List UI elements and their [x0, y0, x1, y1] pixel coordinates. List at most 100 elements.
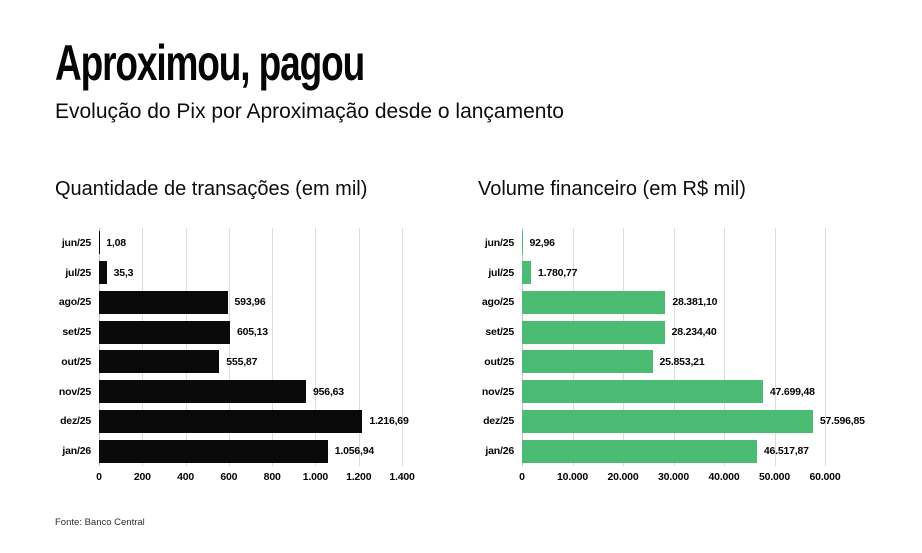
x-axis-tick-label: 60.000	[809, 471, 841, 483]
x-axis-tick-label: 20.000	[607, 471, 639, 483]
category-label: out/25	[484, 355, 514, 368]
bar-row: 57.596,85	[522, 407, 865, 437]
gridline	[522, 228, 523, 466]
bar-jul-25	[522, 261, 531, 285]
chart-title-quantity: Quantidade de transações (em mil)	[55, 178, 368, 200]
x-axis-tick-label: 30.000	[658, 471, 689, 483]
category-label: jan/26	[62, 445, 91, 458]
bar-ago-25	[522, 290, 666, 314]
bar-row: 593,96	[99, 288, 402, 318]
value-label: 46.517,87	[763, 445, 809, 458]
bar-row: 28.234,40	[522, 317, 825, 347]
chart-financial-volume: Volume financeiro (em R$ mil) jun/25 jul/…	[478, 178, 865, 489]
category-label: nov/25	[58, 385, 91, 398]
x-axis-tick-label: 0	[519, 471, 525, 483]
gridline	[185, 228, 187, 466]
gridline	[572, 228, 574, 466]
bar-dez-25	[522, 409, 813, 433]
bar-track: 1,08 35,3 593,96 605,13 555,87 956,63 1.216,69…	[99, 228, 409, 466]
value-label: 25.853,21	[659, 355, 705, 368]
x-axis-quantity: 0 200 400 600 800 1.000 1.200 1.400	[96, 471, 415, 489]
chart-title-volume: Volume financeiro (em R$ mil)	[478, 178, 746, 200]
bar-out-25	[522, 350, 653, 374]
category-label: dez/25	[483, 415, 514, 428]
bar-row: 956,63	[99, 377, 402, 407]
x-axis-tick-label: 40.000	[708, 471, 740, 483]
plot-area-volume: jun/25 jul/25 ago/25 set/25 out/25 nov/25 dez/…	[478, 228, 865, 466]
value-label: 28.381,10	[672, 296, 718, 309]
gridline	[402, 228, 403, 466]
value-label: 1.056,94	[334, 445, 375, 458]
x-axis-tick-label: 200	[133, 471, 151, 483]
page-subtitle: Evolução do Pix por Aproximação desde o …	[55, 100, 564, 123]
x-axis-tick-label: 0	[96, 471, 102, 483]
value-label: 47.699,48	[769, 385, 815, 398]
bar-row: 46.517,87	[522, 436, 825, 466]
x-axis-tick-label: 600	[220, 471, 238, 483]
bar-set-25	[522, 320, 665, 344]
value-label: 1.780,77	[537, 266, 578, 279]
page-title-text: Aproximou, pagou	[55, 35, 365, 91]
category-label: set/25	[62, 326, 91, 339]
gridline	[315, 228, 317, 466]
bar-row: 1,08	[99, 228, 402, 258]
bar-set-25	[99, 320, 230, 344]
page-title: Aproximou, pagou	[55, 38, 867, 88]
value-label: 92,96	[529, 236, 555, 249]
gridline	[272, 228, 274, 466]
value-label: 1,08	[106, 236, 126, 249]
bar-row: 92,96	[522, 228, 825, 258]
category-label: set/25	[485, 326, 514, 339]
bar-row: 35,3	[99, 258, 402, 288]
charts-row: Quantidade de transações (em mil) jun/25…	[55, 178, 867, 489]
bar-nov-25	[522, 380, 763, 404]
category-label: jan/26	[485, 445, 514, 458]
gridline	[228, 228, 230, 466]
value-label: 956,63	[313, 385, 344, 398]
plot-area-quantity: jun/25 jul/25 ago/25 set/25 out/25 nov/25 dez/…	[55, 228, 409, 466]
bar-track: 92,96 1.780,77 28.381,10 28.234,40 25.853,21…	[522, 228, 865, 466]
x-axis-tick-label: 50.000	[759, 471, 790, 483]
gridline	[724, 228, 725, 466]
category-labels: jun/25 jul/25 ago/25 set/25 out/25 nov/25 dez/…	[478, 228, 522, 466]
bar-jan-26	[99, 439, 328, 463]
x-axis-tick-label: 10.000	[557, 471, 588, 483]
x-axis-tick-label: 400	[177, 471, 195, 483]
source-note: Fonte: Banco Central	[55, 517, 145, 528]
x-axis-tick-label: 1.000	[302, 471, 329, 483]
gridline	[142, 228, 144, 466]
gridline	[623, 228, 624, 466]
value-label: 57.596,85	[819, 415, 865, 428]
bar-row: 1.056,94	[99, 436, 402, 466]
x-axis-tick-label: 800	[263, 471, 281, 483]
bar-out-25	[99, 350, 220, 374]
bar-ago-25	[99, 290, 228, 314]
category-label: jul/25	[65, 266, 91, 279]
value-label: 593,96	[234, 296, 266, 309]
x-axis-volume: 0 10.000 20.000 30.000 40.000 50.000 60.000	[519, 471, 840, 489]
bar-jul-25	[99, 261, 107, 285]
bar-row: 555,87	[99, 347, 402, 377]
category-label: nov/25	[481, 385, 514, 398]
gridline	[774, 228, 776, 466]
gridline	[358, 228, 360, 466]
category-label: dez/25	[60, 415, 91, 428]
value-label: 28.234,40	[671, 326, 717, 339]
category-label: jul/25	[488, 266, 514, 279]
bar-row: 1.216,69	[99, 407, 409, 437]
value-label: 605,13	[236, 326, 268, 339]
bar-row: 1.780,77	[522, 258, 825, 288]
bar-row: 605,13	[99, 317, 402, 347]
bar-jan-26	[522, 439, 757, 463]
category-label: ago/25	[481, 296, 514, 309]
gridline	[825, 228, 826, 466]
value-label: 35,3	[113, 266, 134, 279]
x-axis-tick-label: 1.400	[389, 471, 415, 483]
category-label: jun/25	[61, 236, 91, 249]
bar-row: 25.853,21	[522, 347, 825, 377]
bar-row: 47.699,48	[522, 377, 825, 407]
category-label: out/25	[61, 355, 91, 368]
category-label: jun/25	[484, 236, 514, 249]
gridline	[99, 228, 100, 466]
